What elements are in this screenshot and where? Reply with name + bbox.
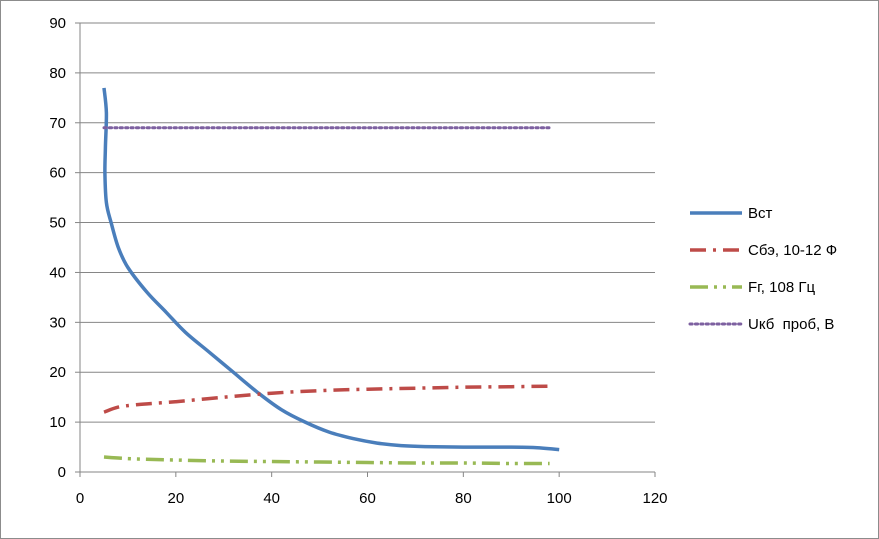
x-tick-label: 100 <box>547 490 572 507</box>
axes <box>75 22 656 477</box>
x-tick-label: 20 <box>167 490 184 507</box>
y-tick-label: 80 <box>49 65 66 82</box>
legend-label: Fг, 108 Гц <box>748 279 815 296</box>
y-tick-label: 0 <box>58 464 66 481</box>
x-tick-label: 120 <box>642 490 667 507</box>
y-tick-label: 90 <box>49 15 66 32</box>
legend-item: Uкб проб, В <box>688 316 834 333</box>
x-axis-tick-labels: 0 20 40 60 80 100 120 <box>76 490 668 507</box>
series-line-3 <box>103 455 550 466</box>
x-tick-label: 0 <box>76 490 84 507</box>
y-tick-label: 20 <box>49 364 66 381</box>
y-tick-label: 30 <box>49 314 66 331</box>
x-tick-label: 60 <box>359 490 376 507</box>
y-tick-label: 60 <box>49 165 66 182</box>
legend-label: Сбэ, 10-12 Ф <box>748 242 837 259</box>
legend-item: Сбэ, 10-12 Ф <box>690 242 837 259</box>
legend-label: Uкб проб, В <box>748 316 834 333</box>
gridlines <box>80 22 655 423</box>
series-line-1 <box>102 87 560 452</box>
y-tick-label: 40 <box>49 264 66 281</box>
y-axis-tick-labels: 0 10 20 30 40 50 60 70 80 90 <box>49 15 66 481</box>
legend-item: Вст <box>690 205 773 222</box>
y-tick-label: 10 <box>49 414 66 431</box>
x-tick-label: 80 <box>455 490 472 507</box>
x-tick-label: 40 <box>263 490 280 507</box>
legend-label: Вст <box>748 205 773 222</box>
legend: Вст Сбэ, 10-12 Ф Fг, 108 Гц Uкб проб, В <box>688 205 837 333</box>
series-line-2 <box>103 384 550 414</box>
y-tick-label: 50 <box>49 215 66 232</box>
y-tick-label: 70 <box>49 115 66 132</box>
series-lines <box>102 87 560 466</box>
legend-item: Fг, 108 Гц <box>690 279 815 296</box>
